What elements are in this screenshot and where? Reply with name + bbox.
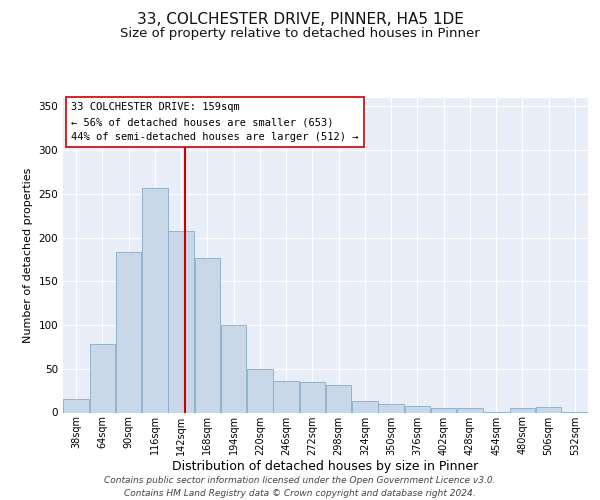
Bar: [326, 384, 352, 412]
Bar: [89, 344, 115, 412]
Bar: [273, 381, 299, 412]
Bar: [378, 404, 404, 412]
Bar: [116, 252, 142, 412]
Bar: [142, 188, 168, 412]
Text: Size of property relative to detached houses in Pinner: Size of property relative to detached ho…: [120, 28, 480, 40]
Bar: [63, 400, 89, 412]
Bar: [352, 401, 378, 412]
Bar: [509, 408, 535, 412]
Bar: [299, 382, 325, 412]
Text: 33, COLCHESTER DRIVE, PINNER, HA5 1DE: 33, COLCHESTER DRIVE, PINNER, HA5 1DE: [137, 12, 463, 28]
Y-axis label: Number of detached properties: Number of detached properties: [23, 168, 33, 342]
Bar: [536, 407, 562, 412]
Bar: [221, 325, 247, 412]
Bar: [168, 232, 194, 412]
Bar: [247, 369, 273, 412]
Text: Contains HM Land Registry data © Crown copyright and database right 2024.: Contains HM Land Registry data © Crown c…: [124, 488, 476, 498]
Bar: [431, 408, 457, 412]
Bar: [457, 408, 483, 412]
Text: 33 COLCHESTER DRIVE: 159sqm
← 56% of detached houses are smaller (653)
44% of se: 33 COLCHESTER DRIVE: 159sqm ← 56% of det…: [71, 102, 358, 142]
Bar: [404, 406, 430, 412]
Text: Contains public sector information licensed under the Open Government Licence v3: Contains public sector information licen…: [104, 476, 496, 485]
X-axis label: Distribution of detached houses by size in Pinner: Distribution of detached houses by size …: [172, 460, 479, 473]
Bar: [194, 258, 220, 412]
